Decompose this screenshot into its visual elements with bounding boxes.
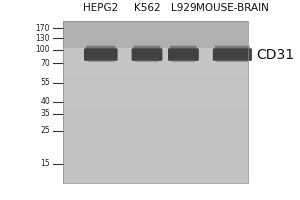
Bar [63, 21, 248, 183]
Text: 130: 130 [36, 34, 50, 43]
FancyBboxPatch shape [132, 48, 162, 61]
Text: MOUSE-BRAIN: MOUSE-BRAIN [196, 3, 269, 13]
Text: 35: 35 [40, 109, 50, 118]
FancyBboxPatch shape [88, 58, 114, 62]
FancyBboxPatch shape [170, 46, 197, 52]
Text: CD31: CD31 [256, 48, 294, 62]
FancyBboxPatch shape [168, 48, 199, 61]
Text: HEPG2: HEPG2 [83, 3, 118, 13]
FancyBboxPatch shape [215, 46, 250, 52]
Text: 100: 100 [36, 45, 50, 54]
Text: K562: K562 [134, 3, 160, 13]
Bar [63, 21, 248, 183]
FancyBboxPatch shape [172, 58, 195, 62]
FancyBboxPatch shape [213, 48, 252, 61]
Bar [63, 21, 248, 48]
Bar [63, 110, 248, 183]
FancyBboxPatch shape [135, 58, 159, 62]
FancyBboxPatch shape [84, 48, 118, 61]
Text: 170: 170 [36, 24, 50, 33]
Text: 25: 25 [40, 126, 50, 135]
FancyBboxPatch shape [134, 46, 160, 52]
FancyBboxPatch shape [216, 58, 248, 62]
Text: 55: 55 [40, 78, 50, 87]
Text: L929: L929 [171, 3, 196, 13]
Text: 70: 70 [40, 59, 50, 68]
Text: 15: 15 [40, 159, 50, 168]
FancyBboxPatch shape [86, 46, 116, 52]
Text: 40: 40 [40, 97, 50, 106]
